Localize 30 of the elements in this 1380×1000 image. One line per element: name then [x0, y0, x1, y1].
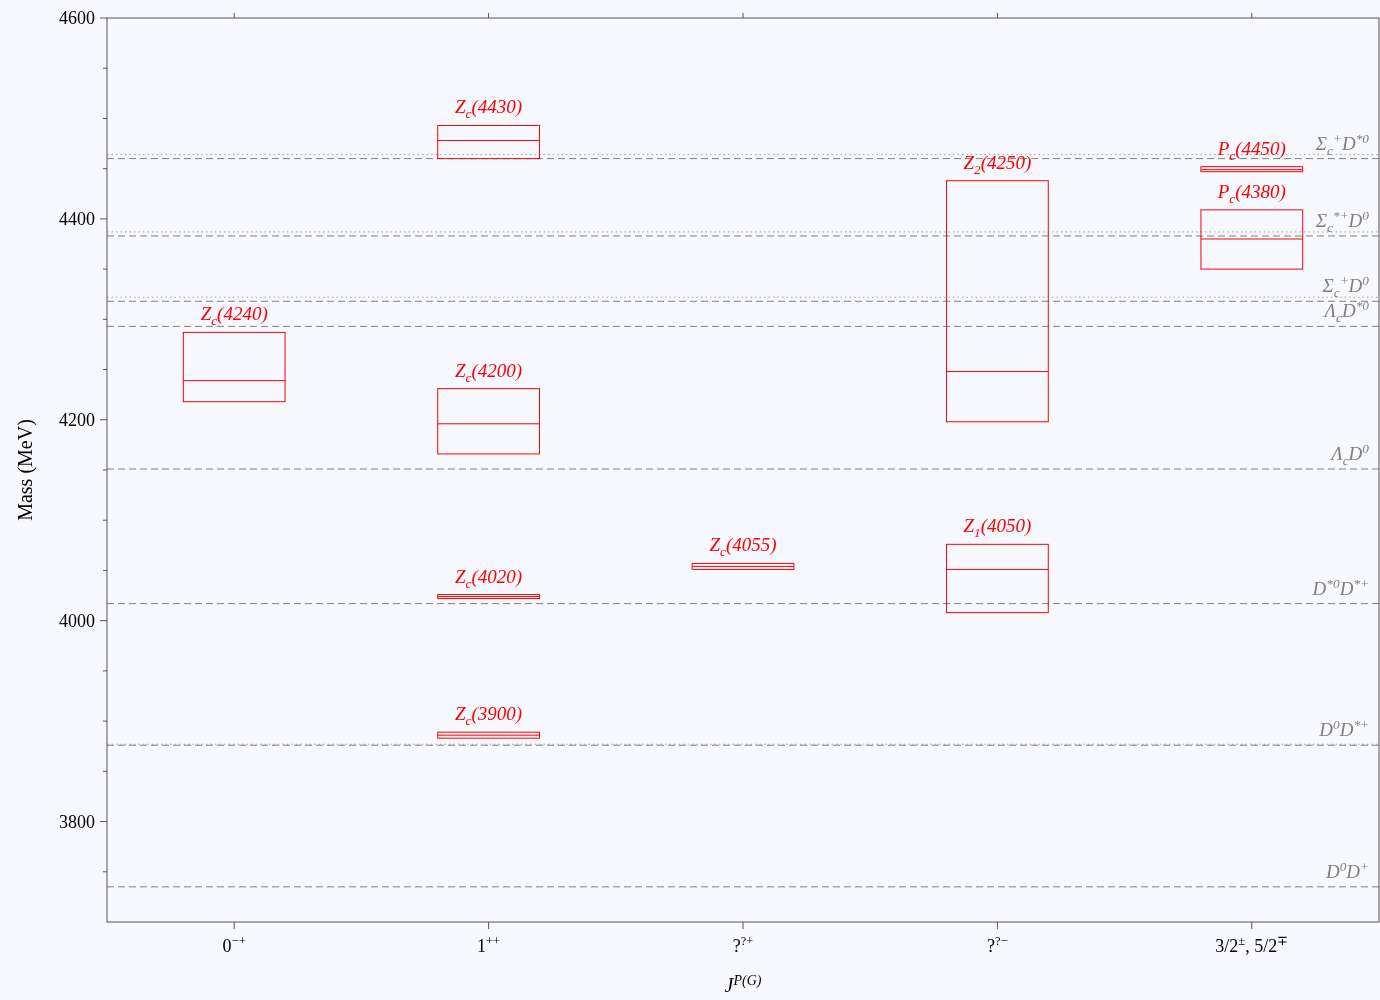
y-tick-label: 4000	[59, 610, 95, 631]
annotation: Z$_{c}$(4430)	[455, 96, 523, 122]
ref-line-label: D$^{0}$D$^{+}$	[1324, 858, 1369, 882]
x-tick-label: ?$^{?+}$	[732, 934, 754, 956]
y-tick-label: 3800	[59, 811, 95, 832]
annotation: Z$_{c}$(4200)	[455, 359, 523, 385]
annotation: Z$_{c}$(4240)	[200, 303, 268, 329]
ref-line-label: D$^{0}$D$^{*+}$	[1318, 717, 1369, 741]
ref-line-label: Λ$_{c}$D$^{*0}$	[1322, 298, 1370, 326]
x-axis-title: J$^{P(G)}$	[724, 973, 762, 996]
y-axis-title: Mass (MeV)	[14, 419, 37, 521]
x-tick-label: 1$^{++}$	[476, 934, 501, 956]
annotation: Z$_{c}$(4055)	[709, 534, 777, 560]
annotation: Z$_{1}$(4050)	[963, 515, 1032, 541]
ref-line-label: Σ$_{c}$$^{*+}$D$^{0}$	[1314, 207, 1370, 235]
x-tick-label: 0$^{−+}$	[222, 934, 246, 956]
annotation: Z$_{c}$(4020)	[455, 565, 523, 591]
annotation: P$_{c}$(4380)	[1216, 180, 1286, 206]
annotation: Z$_{2}$(4250)	[963, 151, 1032, 177]
x-tick-label: ?$^{?−}$	[987, 934, 1008, 956]
x-tick-label: 3/2$^{±}$, 5/2$^{∓}$	[1215, 934, 1289, 956]
ref-line-label: Λ$_{c}$D$^{0}$	[1329, 441, 1370, 468]
annotation: Z$_{c}$(3900)	[455, 703, 523, 729]
ref-line-label: Σ$_{c}$$^{+}$D$^{0}$	[1321, 273, 1370, 301]
y-tick-label: 4200	[59, 409, 95, 430]
y-tick-label: 4600	[59, 8, 95, 28]
y-tick-label: 4400	[59, 208, 95, 229]
annotation: P$_{c}$(4450)	[1216, 137, 1286, 163]
ref-line-label: Σ$_{c}$$^{+}$D$^{*0}$	[1314, 130, 1370, 158]
ref-line-label: D$^{*0}$D$^{*+}$	[1311, 575, 1369, 599]
